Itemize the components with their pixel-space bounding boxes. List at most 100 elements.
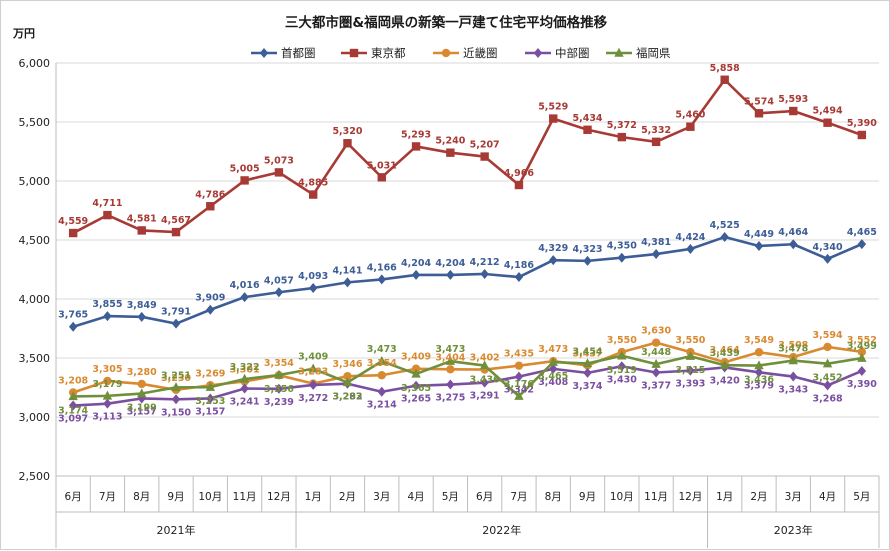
data-label: 4,464 (778, 227, 808, 238)
x-tick-label: 8月 (133, 491, 150, 503)
data-label: 4,966 (504, 168, 534, 179)
data-label: 3,464 (710, 345, 740, 356)
data-label: 4,057 (264, 275, 294, 286)
data-label: 3,409 (298, 352, 328, 363)
data-label: 5,434 (572, 113, 602, 124)
data-point (651, 367, 661, 378)
data-label: 3,409 (401, 352, 431, 363)
data-point (137, 226, 146, 235)
data-point (583, 125, 592, 134)
data-point (857, 347, 867, 357)
data-point (446, 365, 455, 374)
data-point (651, 338, 661, 347)
x-tick-label: 2月 (750, 491, 767, 503)
data-point (377, 371, 386, 380)
data-point (857, 130, 867, 140)
data-point (789, 371, 798, 382)
data-label: 3,356 (264, 384, 294, 395)
data-label: 5,858 (710, 63, 740, 74)
data-label: 4,141 (332, 265, 362, 276)
series-1 (68, 232, 867, 332)
x-tick-label: 6月 (65, 491, 82, 503)
data-label: 3,849 (127, 300, 157, 311)
legend-label: 東京都 (371, 46, 406, 60)
data-point (446, 148, 455, 157)
data-label: 5,460 (675, 110, 705, 121)
data-point (239, 373, 250, 383)
data-point (259, 48, 269, 58)
data-point (137, 388, 147, 398)
data-point (411, 269, 421, 280)
data-point (720, 75, 729, 84)
data-point (342, 377, 353, 387)
data-label: 3,452 (813, 373, 843, 384)
chart-title: 三大都市圏&福岡県の新築一戸建て住宅平均価格推移 (285, 14, 608, 31)
series-2 (68, 75, 867, 238)
y-tick-label: 3,500 (19, 352, 51, 365)
data-label: 3,305 (92, 364, 122, 375)
y-unit-label: 万円 (12, 27, 35, 40)
x-tick-label: 5月 (853, 491, 870, 503)
data-label: 3,855 (92, 299, 122, 310)
data-point (137, 379, 146, 389)
x-tick-label: 11月 (233, 491, 257, 503)
data-point (583, 367, 592, 378)
data-label: 3,473 (538, 344, 568, 355)
series-line (73, 364, 863, 407)
legend-label: 福岡県 (636, 46, 671, 60)
x-tick-label: 10月 (610, 491, 634, 503)
data-label: 5,240 (435, 136, 465, 147)
data-label: 3,275 (435, 393, 465, 404)
x-tick-label: 2月 (339, 491, 356, 503)
data-point (137, 311, 146, 322)
data-point (685, 351, 696, 360)
data-label: 5,593 (778, 94, 808, 105)
data-label: 3,436 (470, 375, 500, 386)
data-label: 3,354 (367, 358, 397, 369)
data-label: 3,448 (641, 347, 671, 358)
data-label: 3,402 (470, 353, 500, 364)
data-label: 3,157 (195, 406, 225, 417)
data-label: 3,473 (367, 344, 397, 355)
data-point (822, 358, 833, 368)
data-point (754, 360, 764, 370)
data-point (274, 383, 284, 394)
x-tick-label: 12月 (678, 491, 702, 503)
data-label: 4,786 (195, 189, 225, 200)
data-point (549, 114, 558, 123)
y-tick-label: 3,000 (19, 411, 51, 424)
data-label: 4,016 (230, 280, 260, 291)
series-line (72, 235, 863, 328)
data-label: 3,379 (744, 380, 774, 391)
data-point (617, 361, 627, 372)
data-label: 3,113 (92, 412, 122, 423)
y-tick-label: 2,500 (19, 470, 51, 483)
data-label: 3,157 (127, 406, 157, 417)
data-label: 3,365 (401, 383, 431, 394)
data-label: 3,174 (58, 405, 88, 416)
x-tick-label: 7月 (510, 491, 527, 503)
data-label: 3,508 (778, 340, 808, 351)
data-label: 3,230 (161, 373, 191, 384)
legend-label: 中部圏 (555, 46, 590, 60)
x-tick-label: 5月 (442, 491, 459, 503)
data-label: 3,251 (161, 370, 191, 381)
data-point (686, 122, 695, 131)
legend-label: 首都圏 (281, 46, 316, 60)
data-point (171, 227, 181, 237)
data-label: 3,150 (161, 407, 191, 418)
data-label: 3,179 (92, 379, 122, 390)
data-label: 3,208 (58, 375, 88, 386)
x-tick-label: 1月 (305, 491, 322, 503)
data-point (582, 358, 593, 368)
data-point (754, 241, 764, 252)
y-tick-label: 4,000 (19, 293, 51, 306)
data-label: 3,791 (161, 307, 191, 318)
data-label: 5,529 (538, 102, 568, 113)
data-point (377, 173, 386, 182)
data-label: 3,214 (367, 400, 397, 411)
data-point (651, 137, 661, 147)
data-point (308, 190, 318, 199)
data-label: 3,354 (264, 358, 294, 369)
